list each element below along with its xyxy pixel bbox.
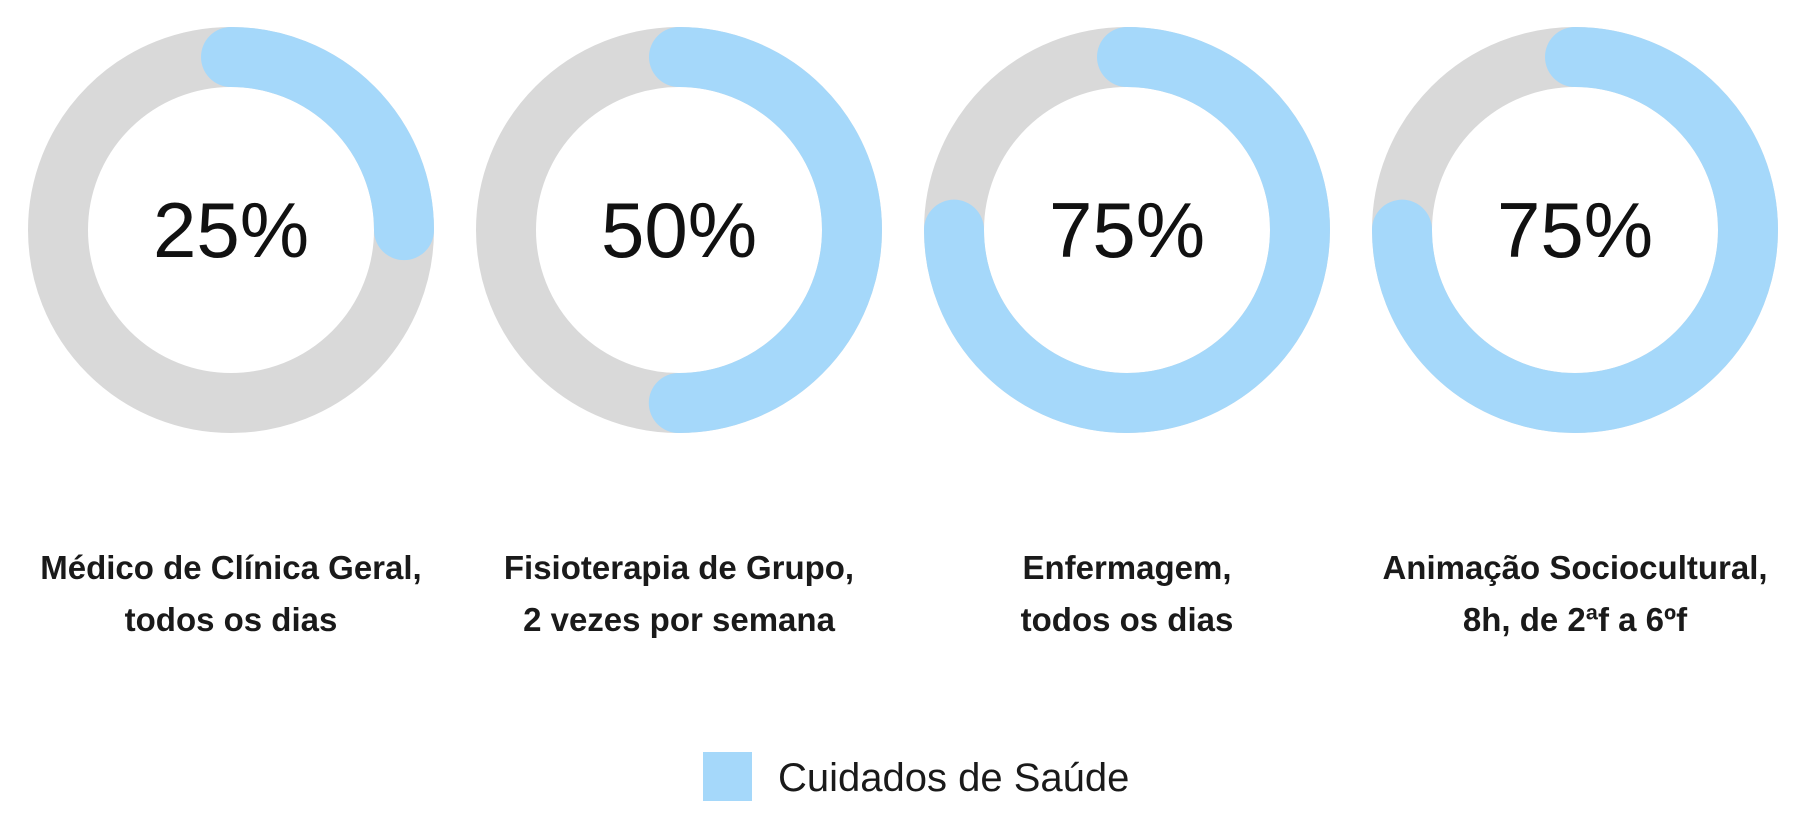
donut-animacao-sociocultural: 75% xyxy=(1372,27,1778,433)
legend: Cuidados de Saúde xyxy=(703,752,1129,801)
donuts-row: 25% 50% 75% 75% xyxy=(28,27,1778,433)
donut-percent-label: 75% xyxy=(1049,186,1205,274)
category-label-line: 2 vezes por semana xyxy=(523,601,835,638)
category-label-line: todos os dias xyxy=(125,601,338,638)
legend-label-cuidados-de-saude: Cuidados de Saúde xyxy=(778,756,1129,800)
donut-value-arc xyxy=(1372,27,1778,433)
category-label-line: todos os dias xyxy=(1021,601,1234,638)
donut-enfermagem: 75% xyxy=(924,27,1330,433)
donut-fisioterapia-de-grupo: 50% xyxy=(476,27,882,433)
category-label-animacao-sociocultural: Animação Sociocultural, 8h, de 2ªf a 6ºf xyxy=(1382,549,1767,638)
category-label-enfermagem: Enfermagem, todos os dias xyxy=(1021,549,1234,638)
donut-percent-label: 25% xyxy=(153,186,309,274)
donut-value-arc xyxy=(476,27,882,433)
donut-value-arc xyxy=(28,27,434,433)
category-label-medico-de-clinica-geral: Médico de Clínica Geral, todos os dias xyxy=(40,549,421,638)
category-label-line: Animação Sociocultural, xyxy=(1382,549,1767,586)
category-label-line: 8h, de 2ªf a 6ºf xyxy=(1463,601,1688,638)
legend-swatch xyxy=(703,752,752,801)
donut-value-arc xyxy=(924,27,1330,433)
category-label-fisioterapia-de-grupo: Fisioterapia de Grupo, 2 vezes por semana xyxy=(504,549,854,638)
category-labels: Médico de Clínica Geral, todos os dias Fis… xyxy=(40,549,1767,638)
donut-percent-label: 75% xyxy=(1497,186,1653,274)
donut-medico-de-clinica-geral: 25% xyxy=(28,27,434,433)
category-label-line: Enfermagem, xyxy=(1022,549,1231,586)
category-label-line: Médico de Clínica Geral, xyxy=(40,549,421,586)
donut-percent-label: 50% xyxy=(601,186,757,274)
category-label-line: Fisioterapia de Grupo, xyxy=(504,549,854,586)
